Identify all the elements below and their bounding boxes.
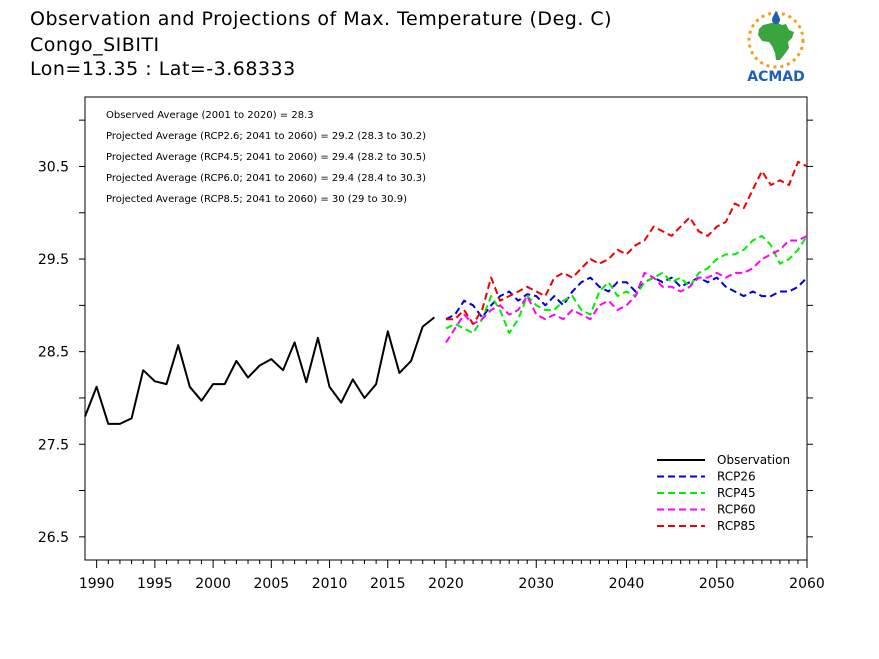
series-line-observation bbox=[84, 316, 436, 425]
legend-label: RCP85 bbox=[717, 519, 756, 533]
axis-ticks bbox=[79, 119, 813, 568]
logo-text: ACMAD bbox=[747, 69, 805, 84]
x-tick-label: 2000 bbox=[195, 576, 231, 592]
x-tick-label: 2060 bbox=[789, 576, 825, 592]
legend-label: RCP60 bbox=[717, 503, 756, 517]
x-tick-label: 2050 bbox=[699, 576, 735, 592]
axis-tick-labels: 26.5 27.5 28.5 29.5 30.5 1990 1995 2000 2005 2010… bbox=[38, 159, 825, 592]
water-drop-icon bbox=[772, 11, 780, 24]
series-line-rcp26 bbox=[445, 276, 808, 321]
annotation-line: Projected Average (RCP6.0; 2041 to 2060)… bbox=[106, 173, 426, 184]
annotation-line: Observed Average (2001 to 2020) = 28.3 bbox=[106, 110, 314, 121]
x-tick-label: 2010 bbox=[312, 576, 348, 592]
x-tick-label: 1990 bbox=[79, 576, 115, 592]
station-name: Congo_SIBITI bbox=[30, 34, 160, 56]
annotation-line: Projected Average (RCP4.5; 2041 to 2060)… bbox=[106, 152, 426, 163]
acmad-logo: ACMAD bbox=[747, 11, 805, 84]
y-tick-label: 28.5 bbox=[38, 345, 69, 361]
y-tick-label: 27.5 bbox=[38, 437, 69, 453]
x-tick-label: 2040 bbox=[609, 576, 645, 592]
series-line-rcp85 bbox=[446, 160, 808, 325]
legend-label: RCP45 bbox=[717, 486, 756, 500]
data-series bbox=[84, 160, 808, 425]
series-line-rcp45 bbox=[445, 234, 808, 335]
x-tick-label: 1995 bbox=[137, 576, 173, 592]
series-line-rcp60 bbox=[445, 235, 808, 343]
africa-map-icon bbox=[758, 22, 794, 60]
x-tick-label: 2015 bbox=[370, 576, 406, 592]
x-tick-label: 2030 bbox=[518, 576, 554, 592]
y-tick-label: 29.5 bbox=[38, 252, 69, 268]
annotation-line: Projected Average (RCP2.6; 2041 to 2060)… bbox=[106, 131, 426, 142]
legend-label: Observation bbox=[717, 453, 790, 467]
x-tick-label: 2020 bbox=[428, 576, 464, 592]
x-tick-label: 2005 bbox=[254, 576, 290, 592]
legend-label: RCP26 bbox=[717, 470, 756, 484]
annotation-line: Projected Average (RCP8.5; 2041 to 2060)… bbox=[106, 194, 407, 205]
chart-title: Observation and Projections of Max. Temp… bbox=[30, 8, 613, 30]
projection-annotations: Observed Average (2001 to 2020) = 28.3 Pr… bbox=[106, 110, 426, 205]
station-coordinates: Lon=13.35 : Lat=-3.68333 bbox=[30, 58, 296, 80]
y-tick-label: 30.5 bbox=[38, 159, 69, 175]
y-tick-label: 26.5 bbox=[38, 530, 69, 546]
legend: Observation RCP26 RCP45 RCP60 RCP85 bbox=[657, 453, 790, 533]
